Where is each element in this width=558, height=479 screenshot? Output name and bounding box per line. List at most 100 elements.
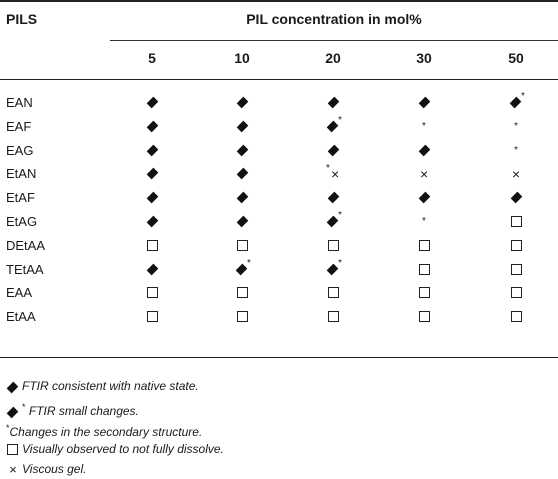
table-cell <box>399 189 449 207</box>
diamond-icon <box>418 96 430 109</box>
diamond-marker <box>127 142 177 160</box>
table-cell <box>217 94 267 112</box>
row-label: EtAA <box>6 309 36 325</box>
square-marker <box>217 237 267 255</box>
asterisk-icon: * <box>338 114 342 126</box>
table-bottom-rule <box>0 357 558 358</box>
square-marker <box>127 237 177 255</box>
row-label: EAN <box>6 95 33 110</box>
diamond-icon <box>236 96 248 109</box>
table-cell <box>308 284 358 302</box>
diamond-marker <box>217 189 267 207</box>
diamond-marker <box>217 165 267 183</box>
diamond-marker <box>127 94 177 112</box>
table-cell: * <box>308 211 358 231</box>
square-marker <box>399 237 449 255</box>
diamond-icon <box>6 380 20 394</box>
table-cell <box>308 94 358 112</box>
diamond-icon <box>236 191 248 204</box>
row-label: EtAG <box>6 214 38 229</box>
asterisk-icon: * <box>514 144 518 156</box>
table-top-rule <box>0 0 558 2</box>
table-cell <box>399 261 449 279</box>
diamond-icon <box>327 144 339 156</box>
table-cell <box>308 142 358 160</box>
star-marker: * <box>399 213 449 231</box>
diamond-icon <box>509 96 521 109</box>
table-cell <box>127 237 177 255</box>
diamond-marker <box>399 142 449 160</box>
diamond-marker <box>127 213 177 231</box>
diamond-star-marker: * <box>217 258 267 279</box>
diamond-icon <box>418 144 430 156</box>
diamond-marker <box>217 142 267 160</box>
column-group-rule <box>110 40 558 41</box>
square-icon <box>418 263 430 275</box>
cross-marker: × <box>399 165 449 183</box>
row-label: EAG <box>6 142 34 158</box>
square-icon <box>146 311 158 323</box>
square-marker <box>217 284 267 302</box>
pils-column-header: PILS <box>6 11 38 27</box>
diamond-marker <box>399 189 449 207</box>
square-marker <box>399 284 449 302</box>
table-cell <box>127 213 177 231</box>
table-cell: * × <box>308 163 358 183</box>
diamond-icon <box>236 144 248 156</box>
diamond-marker <box>217 118 267 136</box>
table-cell <box>399 94 449 112</box>
table-cell <box>217 284 267 302</box>
square-icon <box>510 263 522 275</box>
diamond-icon <box>327 96 339 109</box>
footnote-cross: × Viscous gel. <box>6 461 86 477</box>
table-cell <box>217 213 267 231</box>
asterisk-icon: * <box>514 120 518 132</box>
diamond-marker <box>491 189 541 207</box>
diamond-marker <box>127 165 177 183</box>
table-cell <box>308 189 358 207</box>
asterisk-icon: * <box>338 257 342 269</box>
asterisk-icon: * <box>326 163 330 175</box>
square-icon <box>510 287 522 299</box>
cross-icon: × <box>331 166 340 183</box>
cross-icon: × <box>420 166 429 183</box>
square-icon <box>418 239 430 251</box>
table-cell <box>217 189 267 207</box>
square-marker <box>308 237 358 255</box>
diamond-icon <box>146 120 158 133</box>
table-cell <box>491 308 541 326</box>
asterisk-icon: * <box>6 423 10 433</box>
star-marker: * <box>491 142 541 160</box>
square-marker <box>217 308 267 326</box>
square-marker <box>491 213 541 231</box>
table-cell <box>127 94 177 112</box>
diamond-icon <box>146 168 158 180</box>
cross-icon: × <box>9 461 17 477</box>
diamond-marker <box>308 189 358 207</box>
table-cell: * <box>399 213 449 231</box>
diamond-marker <box>308 142 358 160</box>
row-label: TEtAA <box>6 261 44 277</box>
table-cell <box>491 237 541 255</box>
table-cell <box>217 142 267 160</box>
square-icon <box>510 239 522 251</box>
table-cell: * <box>217 258 267 279</box>
diamond-icon <box>326 120 338 133</box>
column-header-20: 20 <box>325 50 341 66</box>
column-header-50: 50 <box>508 50 524 66</box>
header-rule <box>0 79 558 80</box>
diamond-icon <box>146 215 158 228</box>
square-icon <box>236 287 248 299</box>
star-marker: * <box>491 118 541 136</box>
table-cell <box>127 308 177 326</box>
table-cell: * <box>491 142 541 160</box>
square-marker <box>491 308 541 326</box>
column-header-10: 10 <box>234 50 250 66</box>
table-cell <box>491 189 541 207</box>
square-marker <box>308 308 358 326</box>
table-cell <box>491 261 541 279</box>
diamond-icon <box>418 191 430 204</box>
table-cell <box>127 261 177 279</box>
star-marker: * <box>399 118 449 136</box>
square-icon <box>510 311 522 323</box>
